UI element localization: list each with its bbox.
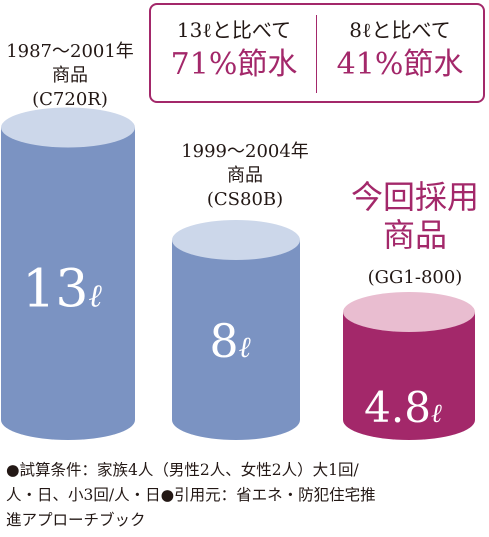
savings-caption-8l: 8ℓと比べて: [349, 18, 451, 42]
footnote: ●試算条件：家族4人（男性2人、女性2人）大1回/ 人・日、小3回/人・日●引用…: [6, 458, 484, 533]
product-model-cs80b: (CS80B): [206, 189, 284, 210]
product-model-c720r: (C720R): [32, 89, 108, 110]
cylinder-top-2: [343, 292, 475, 332]
cylinder-body-0: [1, 127, 135, 440]
footnote-line-3: 進アプローチブック: [6, 511, 146, 529]
product-label-cs80b: 1999〜2004年 商品 (CS80B): [170, 140, 320, 212]
footnote-line-1: ●試算条件：家族4人（男性2人、女性2人）大1回/: [6, 461, 359, 479]
savings-caption-13l: 13ℓと比べて: [176, 18, 292, 42]
savings-value-8l: 41%節水: [336, 47, 464, 82]
product-years-c720r: 1987〜2001年: [6, 41, 134, 62]
cylinder-bar-0: 13ℓ: [1, 107, 135, 440]
product-kind-c720r: 商品: [52, 65, 88, 86]
savings-box: 13ℓと比べて 71%節水 8ℓと比べて 41%節水: [149, 3, 485, 103]
cylinder-top-1: [172, 220, 300, 260]
footnote-line-2: 人・日、小3回/人・日●引用元：省エネ・防犯住宅推: [6, 486, 376, 504]
highlight-line-2: 商品: [382, 216, 447, 254]
product-label-highlight: 今回採用 商品: [345, 178, 485, 254]
cylinder-top-0: [1, 107, 135, 148]
cylinder-bar-1: 8ℓ: [172, 220, 300, 440]
product-kind-cs80b: 商品: [227, 165, 263, 186]
product-model-gg1-800: (GG1-800): [367, 267, 463, 288]
cylinder-body-1: [172, 240, 300, 440]
cylinder-bar-2: 4.8ℓ: [343, 292, 475, 440]
product-label-c720r: 1987〜2001年 商品 (C720R): [0, 40, 140, 112]
cylinder-value-0: 13ℓ: [22, 259, 102, 319]
cylinder-body-2: [343, 312, 475, 440]
product-years-cs80b: 1999〜2004年: [181, 141, 309, 162]
highlight-line-1: 今回採用: [350, 178, 479, 216]
savings-vs-13l: 13ℓと比べて 71%節水: [151, 5, 317, 101]
cylinder-value-1: 8ℓ: [209, 314, 250, 368]
product-label-gg1-800: (GG1-800): [345, 266, 485, 290]
savings-vs-8l: 8ℓと比べて 41%節水: [317, 5, 483, 101]
cylinder-value-2: 4.8ℓ: [364, 383, 442, 432]
savings-divider: [316, 15, 317, 93]
savings-value-13l: 71%節水: [170, 47, 298, 82]
